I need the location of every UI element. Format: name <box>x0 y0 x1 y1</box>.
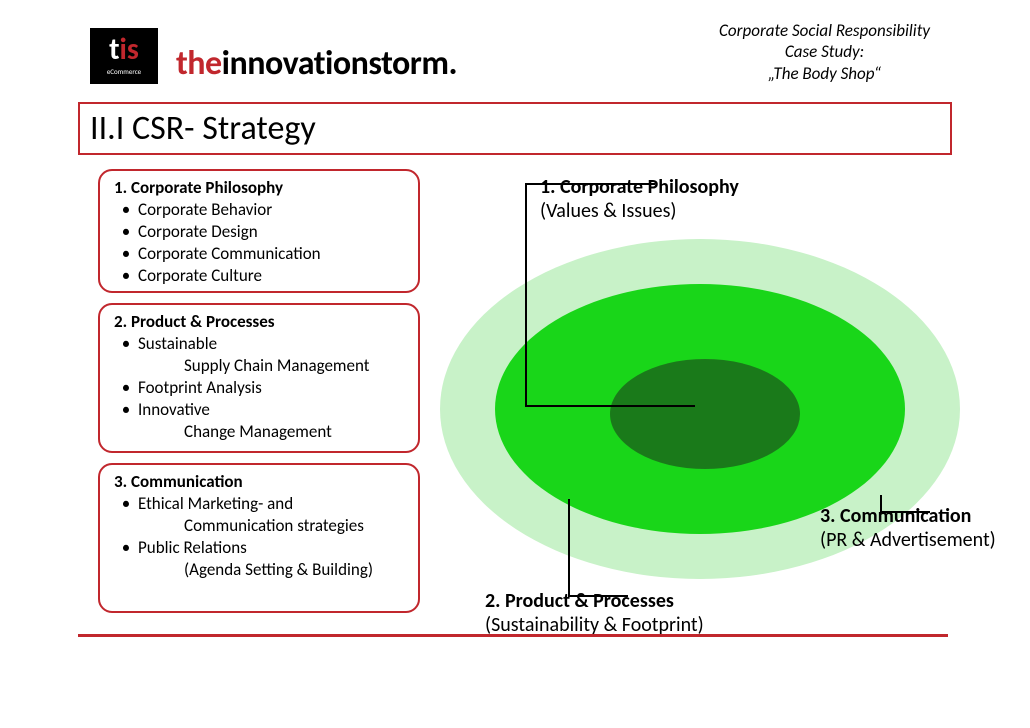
logo-is: is <box>120 35 139 65</box>
callout3-title: 3. Communication <box>820 504 1030 528</box>
box2-item: Sustainable <box>114 333 404 355</box>
callout2-title: 2. Product & Processes <box>485 589 805 613</box>
box1-item: Corporate Behavior <box>114 199 404 221</box>
box1-head: 1. Corporate Philosophy <box>114 177 404 199</box>
box3-item: Public Relations <box>114 537 404 559</box>
box1-item: Corporate Communication <box>114 243 404 265</box>
box3-item: Ethical Marketing- and <box>114 493 404 515</box>
header-line-1: Corporate Social Responsibility <box>719 20 930 41</box>
logo-sub: eCommerce <box>107 67 141 76</box>
box3-head: 3. Communication <box>114 471 404 493</box>
bottom-rule <box>78 634 948 637</box>
slide-content: 1. Corporate Philosophy Corporate Behavi… <box>0 169 1030 689</box>
ring-inner <box>610 359 800 469</box>
leader-line <box>525 405 695 407</box>
concentric-ellipse-diagram <box>440 209 1000 629</box>
callout1-title: 1. Corporate Philosophy <box>540 175 840 199</box>
leader-line <box>568 499 570 595</box>
callout-corporate-philosophy: 1. Corporate Philosophy (Values & Issues… <box>540 175 840 223</box>
box1-item: Corporate Culture <box>114 265 404 287</box>
callout1-sub: (Values & Issues) <box>540 199 840 223</box>
header-line-3: „The Body Shop“ <box>719 63 930 84</box>
box2-item: Footprint Analysis <box>114 377 404 399</box>
box-corporate-philosophy: 1. Corporate Philosophy Corporate Behavi… <box>98 169 420 293</box>
header-right: Corporate Social Responsibility Case Stu… <box>719 20 940 84</box>
box2-indent: Change Management <box>114 421 404 443</box>
slide-title: II.I CSR- Strategy <box>78 102 952 155</box>
slide-header: t is eCommerce theinnovationstorm. Corpo… <box>0 0 1030 94</box>
logo-t: t <box>109 35 119 65</box>
box2-item: Innovative <box>114 399 404 421</box>
logo-block: t is eCommerce theinnovationstorm. <box>90 28 457 84</box>
tis-logo: t is eCommerce <box>90 28 158 84</box>
leader-line <box>525 225 527 405</box>
box-product-processes: 2. Product & Processes Sustainable Suppl… <box>98 303 420 453</box>
box-communication: 3. Communication Ethical Marketing- and … <box>98 463 420 613</box>
box3-indent: (Agenda Setting & Building) <box>114 559 404 581</box>
callout-communication: 3. Communication (PR & Advertisement) <box>820 504 1030 552</box>
callout-product-processes: 2. Product & Processes (Sustainability &… <box>485 589 805 637</box>
callout3-sub: (PR & Advertisement) <box>820 528 1030 552</box>
box1-item: Corporate Design <box>114 221 404 243</box>
brand-text: theinnovationstorm. <box>176 43 457 84</box>
box2-indent: Supply Chain Management <box>114 355 404 377</box>
box2-head: 2. Product & Processes <box>114 311 404 333</box>
leader-line <box>525 183 527 225</box>
brand-the: the <box>176 43 222 84</box>
brand-rest: innovationstorm. <box>222 43 457 84</box>
box3-indent: Communication strategies <box>114 515 404 537</box>
header-line-2: Case Study: <box>719 41 930 62</box>
